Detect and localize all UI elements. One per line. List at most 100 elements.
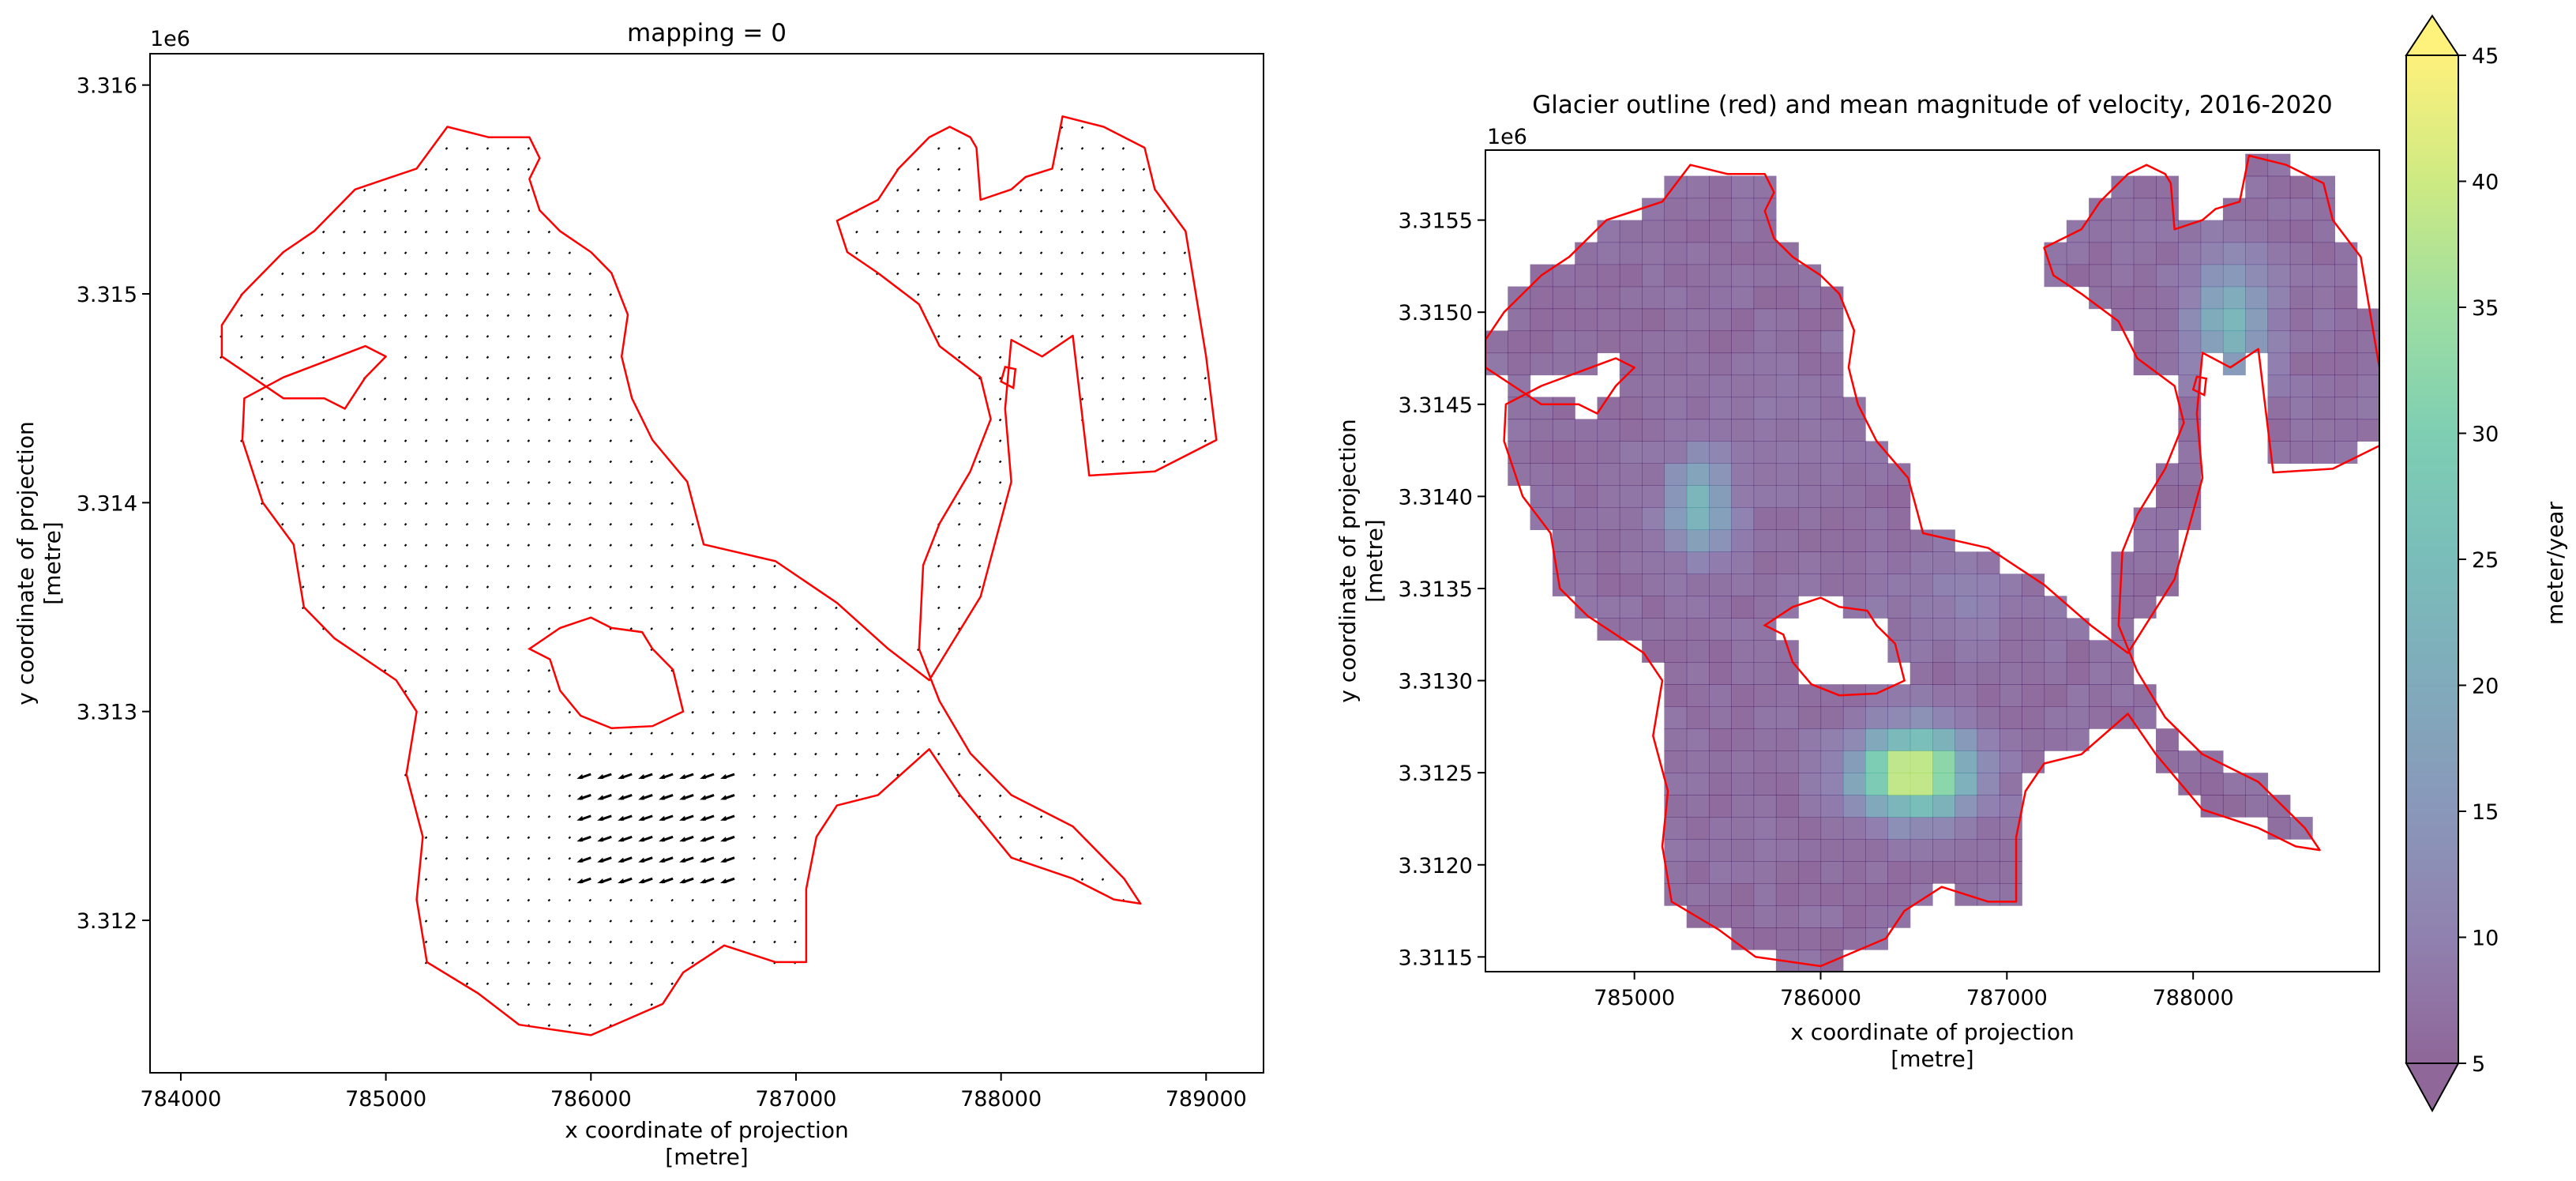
- velocity-cell: [1820, 529, 1844, 552]
- velocity-cell: [1619, 264, 1643, 288]
- velocity-cell: [1709, 861, 1732, 884]
- velocity-arrow: [814, 606, 817, 610]
- velocity-cell: [1932, 551, 1955, 574]
- velocity-arrow: [876, 690, 879, 694]
- velocity-arrow: [1039, 815, 1043, 818]
- velocity-cell: [1909, 618, 1933, 641]
- velocity-arrow: [814, 773, 817, 777]
- velocity-arrow: [691, 669, 694, 672]
- velocity-cell: [2267, 419, 2291, 442]
- velocity-cell: [2222, 330, 2246, 354]
- velocity-cell: [1664, 463, 1688, 486]
- velocity-cell: [1887, 795, 1911, 818]
- velocity-cell: [1709, 397, 1732, 420]
- velocity-arrow: [527, 669, 531, 672]
- velocity-cell: [2156, 308, 2179, 332]
- velocity-cell: [2245, 175, 2269, 199]
- left-x-tick-label: 786000: [550, 1087, 632, 1111]
- velocity-arrow: [629, 940, 633, 944]
- velocity-arrow: [404, 209, 407, 213]
- velocity-arrow: [486, 878, 490, 881]
- velocity-arrow: [342, 272, 346, 276]
- velocity-arrow: [1060, 335, 1064, 338]
- left-x-tick-label: 788000: [960, 1087, 1042, 1111]
- velocity-arrowhead: [638, 878, 645, 884]
- velocity-arrow: [1080, 376, 1084, 380]
- velocity-arrow: [465, 710, 469, 714]
- velocity-arrow: [342, 543, 346, 547]
- velocity-cell: [2156, 330, 2179, 354]
- velocity-arrow: [445, 355, 449, 359]
- velocity-cell: [1865, 795, 1888, 818]
- right-y-tick-label: 3.3145: [1399, 393, 1473, 418]
- velocity-cell: [1753, 441, 1777, 464]
- velocity-cell: [1865, 529, 1888, 552]
- velocity-cell: [1865, 463, 1888, 486]
- velocity-arrow: [1162, 335, 1166, 338]
- velocity-arrow: [568, 773, 572, 777]
- velocity-cell: [1686, 706, 1710, 729]
- velocity-arrow: [609, 732, 613, 735]
- velocity-cell: [1753, 242, 1777, 265]
- velocity-cell: [1731, 197, 1755, 221]
- velocity-arrow: [753, 836, 756, 840]
- velocity-arrow: [753, 878, 756, 881]
- velocity-arrow: [321, 418, 325, 422]
- velocity-arrow: [486, 648, 490, 652]
- velocity-arrow: [855, 773, 858, 777]
- velocity-arrow: [609, 502, 613, 506]
- velocity-arrow: [691, 898, 694, 902]
- velocity-arrow: [527, 836, 531, 840]
- velocity-arrow: [896, 752, 899, 756]
- velocity-arrow: [465, 209, 469, 213]
- velocity-cell: [1753, 529, 1777, 552]
- velocity-arrow: [712, 752, 715, 756]
- left-x-tick-label: 785000: [345, 1087, 426, 1111]
- velocity-arrow: [753, 627, 756, 630]
- velocity-cell: [2044, 662, 2067, 685]
- velocity-cell: [1530, 330, 1553, 354]
- velocity-cell: [1664, 441, 1688, 464]
- velocity-arrow: [465, 773, 469, 777]
- velocity-arrow: [281, 272, 284, 276]
- velocity-arrow: [916, 251, 920, 254]
- velocity-arrow: [445, 314, 449, 318]
- right-y-label: y coordinate of projection: [1335, 419, 1361, 702]
- velocity-cell: [1597, 441, 1620, 464]
- velocity-arrow: [506, 585, 510, 589]
- velocity-cell: [1955, 662, 1978, 685]
- velocity-cell: [1552, 441, 1575, 464]
- velocity-cell: [2022, 728, 2045, 751]
- velocity-cell: [1909, 529, 1933, 552]
- velocity-arrow: [486, 627, 490, 630]
- velocity-arrow: [753, 773, 756, 777]
- velocity-arrow: [1183, 335, 1187, 338]
- velocity-arrow: [547, 606, 551, 610]
- velocity-cell: [2111, 662, 2135, 685]
- velocity-cell: [1798, 927, 1822, 950]
- velocity-arrow: [588, 898, 592, 902]
- velocity-arrow: [486, 314, 490, 318]
- velocity-arrow: [445, 251, 449, 254]
- velocity-arrow: [937, 230, 941, 234]
- velocity-arrow: [527, 898, 531, 902]
- velocity-arrow: [794, 710, 797, 714]
- velocity-arrow: [998, 314, 1002, 318]
- velocity-arrowhead: [679, 773, 686, 779]
- velocity-arrow: [773, 815, 776, 818]
- velocity-cell: [1709, 640, 1732, 663]
- velocity-cell: [1775, 286, 1799, 310]
- velocity-cell: [1753, 927, 1777, 950]
- velocity-cell: [1909, 728, 1933, 751]
- velocity-cell: [1575, 264, 1598, 288]
- velocity-cell: [1731, 308, 1755, 332]
- velocity-arrow: [957, 543, 961, 547]
- velocity-arrow: [445, 794, 449, 798]
- velocity-arrow: [301, 585, 305, 589]
- velocity-arrow: [486, 669, 490, 672]
- velocity-cell: [2066, 706, 2090, 729]
- velocity-arrow: [937, 585, 941, 589]
- velocity-arrow: [794, 732, 797, 735]
- velocity-arrow: [362, 397, 366, 401]
- right-y-tick-label: 3.3125: [1399, 762, 1473, 786]
